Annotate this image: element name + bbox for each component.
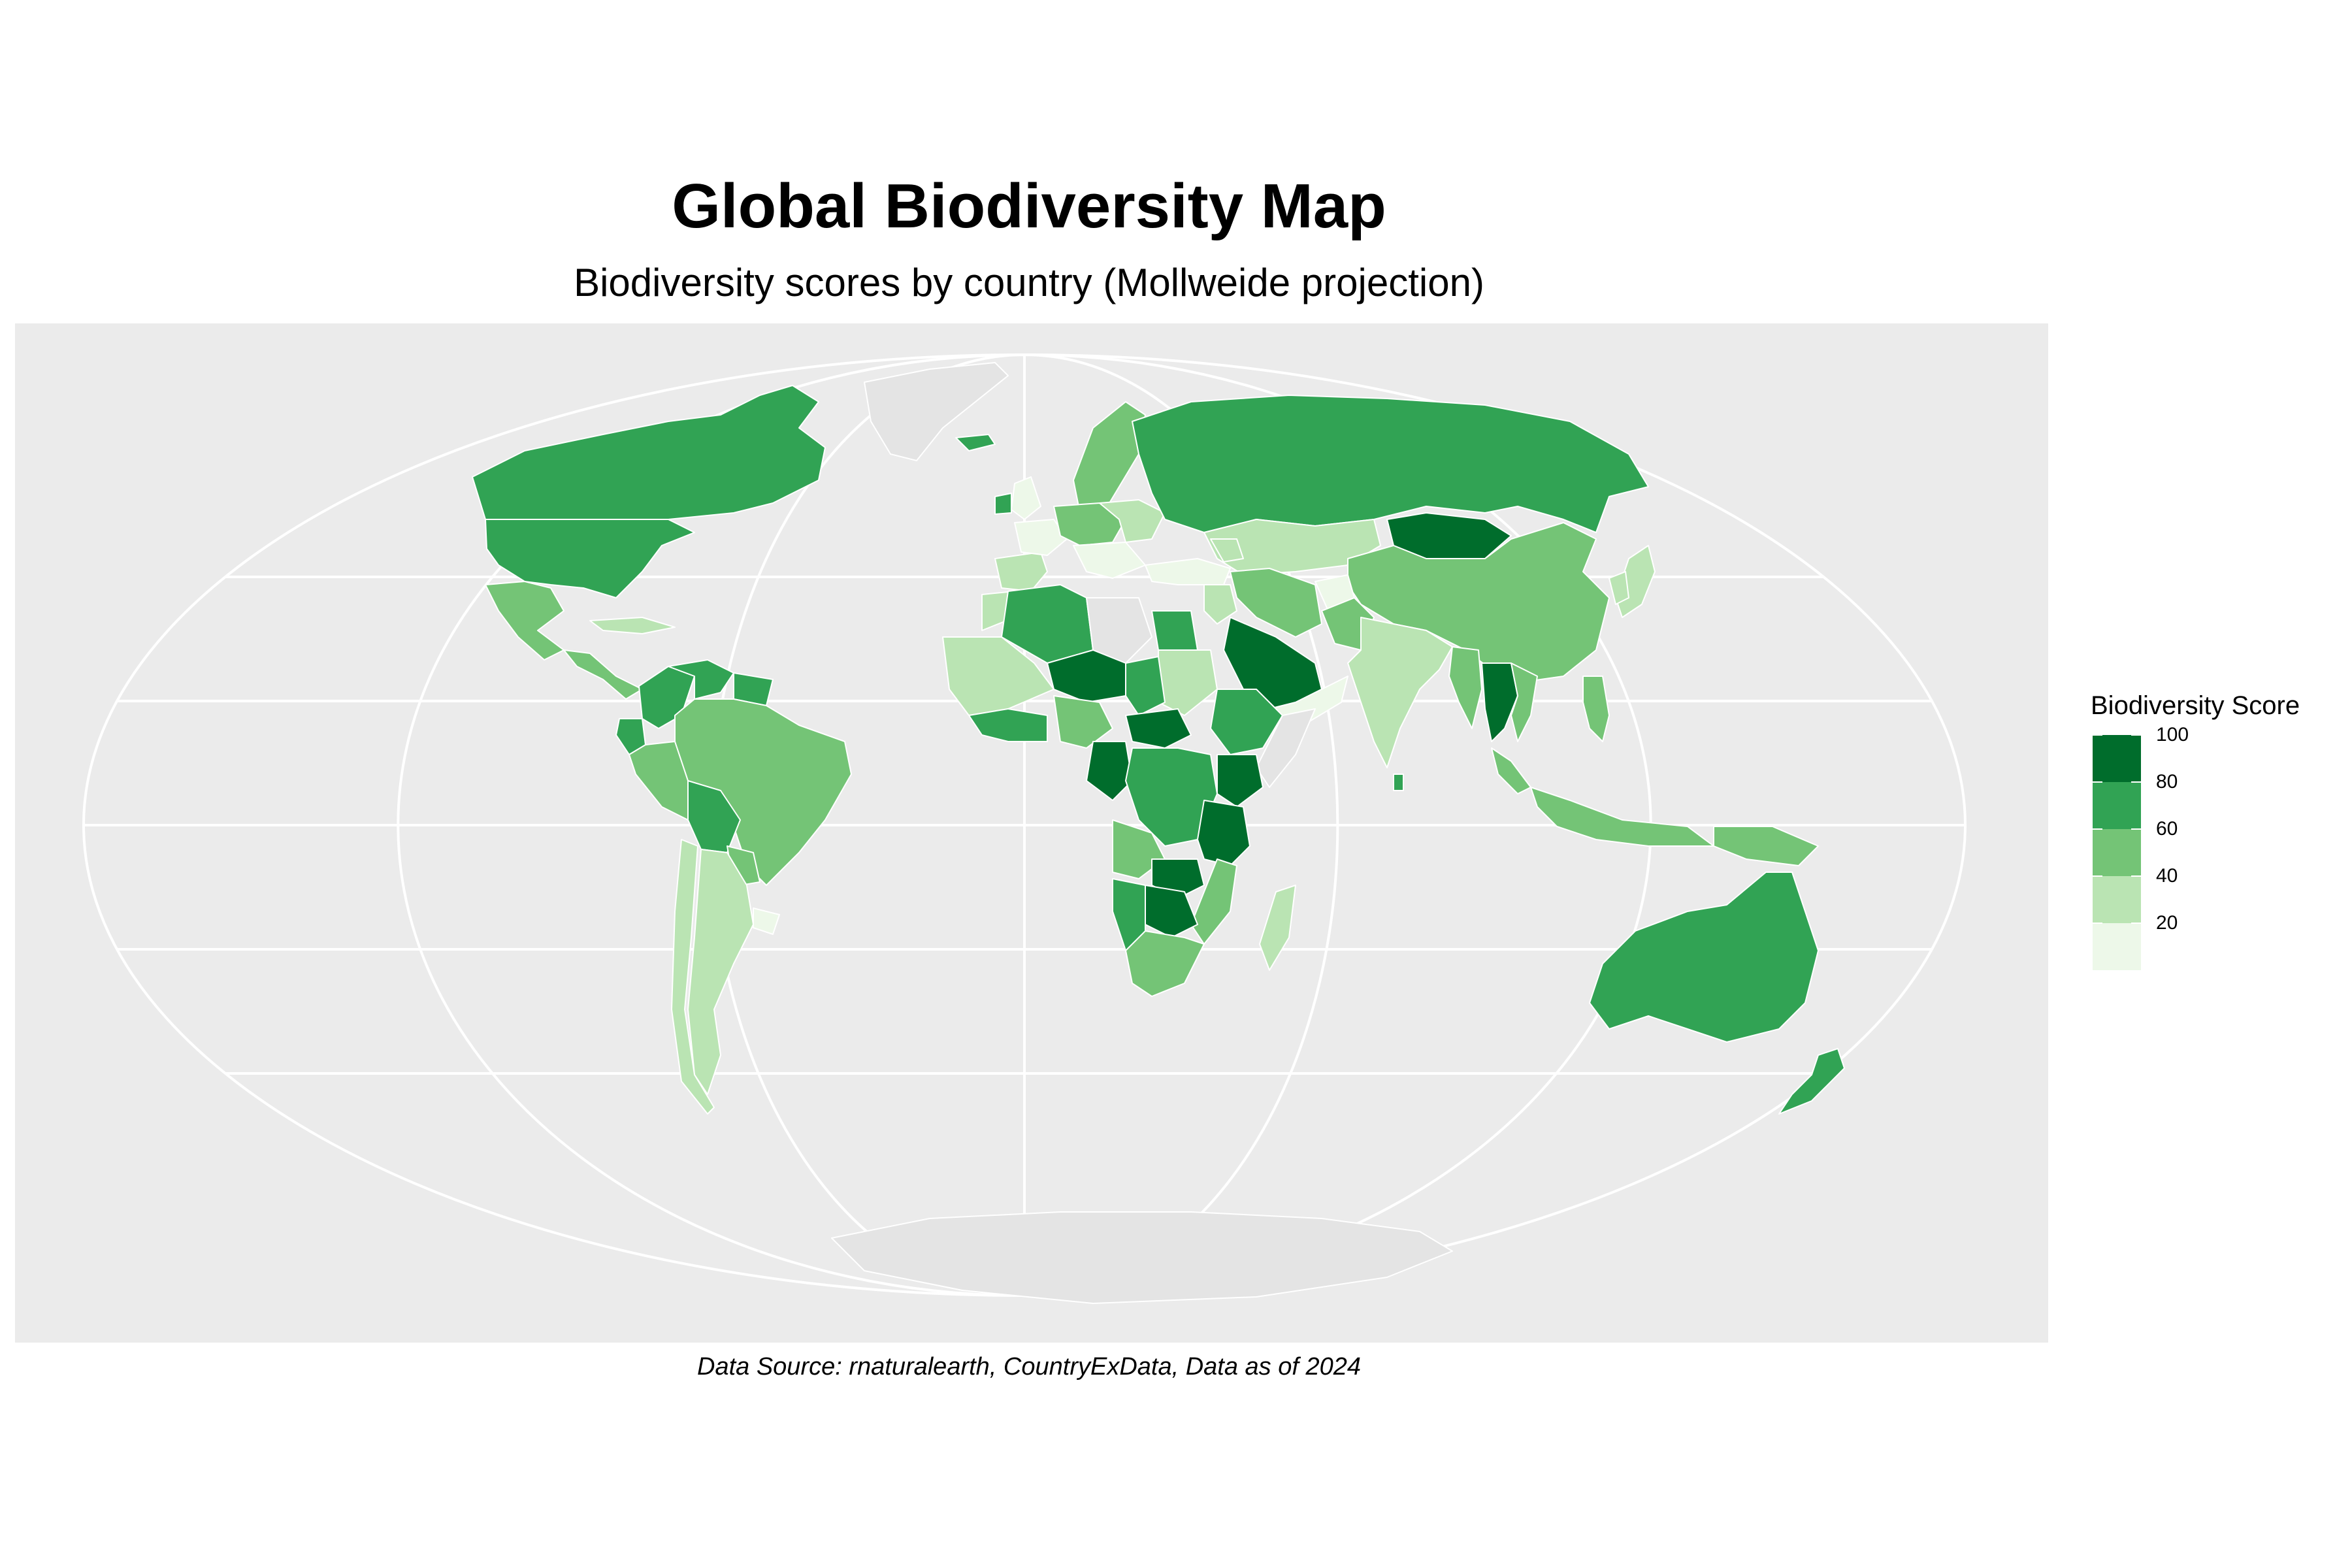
world-map: CanadaUnited StatesGreenlandMexicoCentra… [82, 353, 1967, 1304]
country-mexico: Mexico [485, 581, 564, 661]
country-canada: Canada [472, 385, 826, 520]
country-sudan: Sudan [1158, 649, 1218, 716]
country-russia: Russia [1132, 395, 1649, 533]
country-caribbean: Caribbean [589, 617, 676, 634]
legend-tick-mark [2093, 828, 2102, 830]
country-united-kingdom: United Kingdom [1011, 476, 1041, 520]
legend-tick-mark [2131, 781, 2141, 783]
legend-tick-label: 80 [2156, 771, 2178, 792]
country-argentina: Argentina [687, 849, 754, 1095]
country-new-zealand: New Zealand [1778, 1048, 1845, 1115]
country-egypt: Egypt [1151, 610, 1198, 651]
country-vietnam: Vietnam [1511, 662, 1538, 742]
country-thailand: Thailand [1481, 662, 1518, 742]
legend-tick-mark [2093, 781, 2102, 783]
country-malaysia: Malaysia [1491, 747, 1531, 794]
legend-tick-label: 60 [2156, 818, 2178, 840]
country-chile: Chile [671, 839, 715, 1115]
country-turkey: Turkey [1145, 558, 1231, 585]
country-eastern-europe: Eastern Europe [1099, 499, 1166, 543]
map-panel: CanadaUnited StatesGreenlandMexicoCentra… [15, 323, 2048, 1343]
legend-swatch [2093, 829, 2141, 876]
legend-tick-mark [2131, 734, 2141, 736]
legend-swatch [2093, 782, 2141, 829]
country-papua-new-guinea: Papua New Guinea [1713, 826, 1819, 866]
country-balkans: Balkans [1073, 542, 1146, 579]
legend-tick-mark [2093, 734, 2102, 736]
country-central-african-republic: Central African Republic [1125, 708, 1192, 749]
country-central-america: Central America [563, 649, 643, 700]
country-spain: Spain [994, 551, 1048, 592]
country-australia: Australia [1589, 872, 1819, 1043]
country-uruguay: Uruguay [753, 907, 780, 935]
country-somalia: Somalia [1256, 708, 1316, 788]
legend-tick-mark [2131, 828, 2141, 830]
legend-colorbar [2093, 735, 2141, 970]
legend-swatch [2093, 923, 2141, 970]
country-nigeria: Nigeria [1053, 695, 1113, 749]
legend-tick-mark [2131, 875, 2141, 877]
country-india: India [1347, 617, 1453, 768]
country-iran: Iran [1230, 568, 1322, 638]
country-greenland: Greenland [864, 362, 1009, 461]
legend-tick-mark [2093, 923, 2102, 924]
country-france: France [1014, 519, 1068, 556]
country-philippines: Philippines [1582, 676, 1610, 742]
legend: Biodiversity Score 100 80 60 40 20 [2091, 693, 2339, 980]
legend-tick-label: 100 [2156, 724, 2189, 745]
country-ireland: Ireland [994, 493, 1012, 515]
country-myanmar: Myanmar [1448, 646, 1482, 729]
country-tanzania: Tanzania [1197, 800, 1250, 866]
country-sri-lanka: Sri Lanka [1393, 774, 1404, 791]
country-west-africa-sahel: West Africa Sahel [942, 636, 1054, 716]
data-source-caption: Data Source: rnaturalearth, CountryExDat… [697, 1353, 1361, 1380]
country-libya: Libya [1086, 597, 1152, 664]
country-ethiopia: Ethiopia [1210, 689, 1283, 755]
country-botswana-and-zimbabwe: Botswana and Zimbabwe [1145, 885, 1198, 938]
country-iceland: Iceland [955, 434, 996, 451]
legend-tick-mark [2131, 923, 2141, 924]
country-indonesia: Indonesia [1530, 787, 1714, 847]
legend-title: Biodiversity Score [2091, 691, 2300, 720]
legend-swatch [2093, 876, 2141, 923]
country-caucasus: Caucasus [1210, 538, 1244, 563]
country-madagascar: Madagascar [1259, 885, 1296, 971]
legend-swatch [2093, 735, 2141, 782]
country-polygons: CanadaUnited StatesGreenlandMexicoCentra… [472, 362, 1845, 1304]
legend-tick-mark [2093, 875, 2102, 877]
country-chad: Chad [1125, 656, 1166, 716]
map-subtitle: Biodiversity scores by country (Mollweid… [574, 261, 1484, 304]
country-united-states: United States [485, 519, 695, 598]
country-korea: Korea [1609, 571, 1629, 605]
country-coastal-west-africa: Coastal West Africa [968, 708, 1048, 742]
country-antarctica: Antarctica [831, 1211, 1453, 1304]
map-title: Global Biodiversity Map [672, 171, 1386, 241]
country-venezuela: Venezuela [668, 659, 734, 700]
legend-tick-label: 20 [2156, 912, 2178, 934]
country-jordan-and-iraq: Jordan and Iraq [1203, 584, 1237, 625]
country-south-africa: South Africa [1125, 930, 1205, 997]
country-cameroon-and-gabon: Cameroon and Gabon [1086, 741, 1133, 801]
country-kenya: Kenya [1217, 754, 1264, 808]
legend-tick-label: 40 [2156, 865, 2178, 887]
